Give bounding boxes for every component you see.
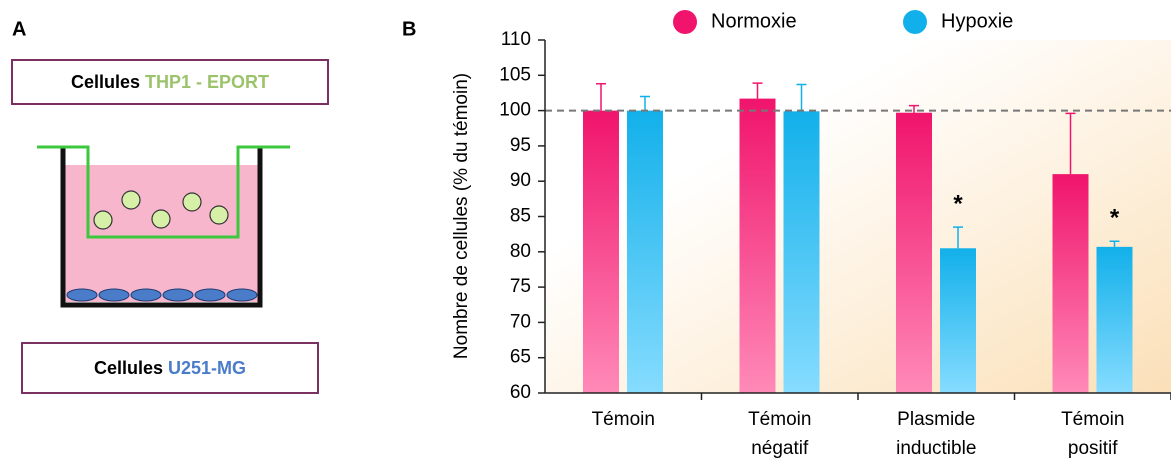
y-tick-label: 110 — [501, 29, 531, 50]
label-highlight: THP1 - EPORT — [145, 72, 269, 92]
annotation: * — [953, 190, 963, 217]
label-text: Cellules U251-MG — [94, 358, 246, 378]
legend-marker — [903, 10, 927, 34]
error-bar — [796, 83, 807, 112]
label-text: Cellules THP1 - EPORT — [71, 72, 269, 92]
bar — [783, 111, 820, 393]
label-box — [11, 59, 329, 105]
error-bar — [596, 83, 606, 111]
well — [60, 148, 263, 308]
cells-u251 — [66, 288, 258, 302]
bar — [1052, 174, 1089, 393]
panel-label: A — [12, 18, 26, 40]
panel-label: B — [402, 18, 416, 40]
legend-marker — [673, 10, 697, 34]
y-tick-label: 80 — [510, 241, 531, 262]
x-tick-label: Témoin positif — [1061, 409, 1124, 459]
bar — [1096, 246, 1133, 393]
label-box — [21, 342, 319, 394]
error-bar — [1065, 112, 1076, 175]
y-tick-label: 90 — [510, 170, 531, 191]
x-tick-label: Témoin négatif — [748, 409, 811, 459]
cells-thp1 — [93, 190, 229, 230]
error-bar — [953, 226, 963, 249]
y-tick-label: 100 — [499, 100, 531, 121]
error-bar — [752, 82, 763, 99]
legend-label: Normoxie — [711, 10, 797, 32]
y-tick-label: 70 — [510, 311, 531, 332]
y-tick-label: 85 — [510, 206, 531, 227]
error-bar — [640, 95, 650, 111]
y-tick-label: 75 — [510, 276, 531, 297]
error-bar — [1109, 240, 1120, 247]
medium — [65, 165, 258, 302]
label-prefix: Cellules — [71, 72, 140, 92]
y-tick-label: 65 — [510, 347, 531, 368]
insert — [37, 145, 290, 239]
x-tick-label: Témoin — [592, 409, 655, 430]
y-tick-label: 60 — [510, 382, 531, 403]
y-axis-label: Nombre de cellules (% du témoin) — [451, 73, 472, 359]
y-tick-label: 95 — [510, 135, 531, 156]
x-tick-label: Plasmide inductible — [896, 409, 976, 459]
label-highlight: U251-MG — [168, 358, 246, 378]
legend-label: Hypoxie — [941, 10, 1013, 32]
label-prefix: Cellules — [94, 358, 163, 378]
bar — [627, 110, 663, 393]
y-tick-label: 105 — [499, 64, 531, 85]
annotation: * — [1110, 205, 1120, 232]
bar — [739, 98, 776, 394]
error-bar — [909, 104, 919, 113]
bar — [896, 112, 932, 393]
bar — [583, 110, 619, 393]
bar — [940, 248, 976, 393]
